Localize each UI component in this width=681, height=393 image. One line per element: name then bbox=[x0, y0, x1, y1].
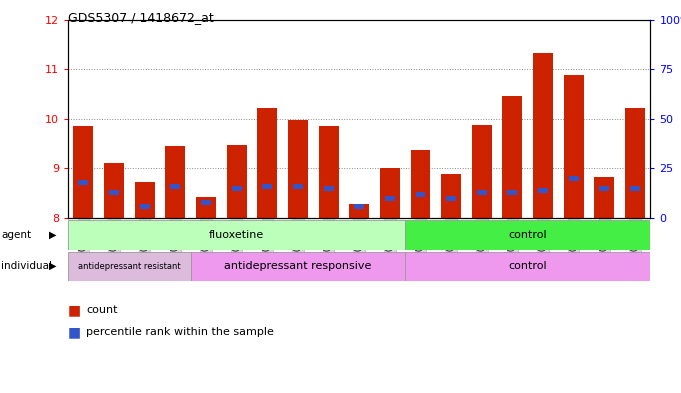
Text: control: control bbox=[509, 230, 547, 240]
Text: fluoxetine: fluoxetine bbox=[209, 230, 264, 240]
Bar bbox=[630, 186, 640, 191]
Text: antidepressant responsive: antidepressant responsive bbox=[224, 261, 372, 271]
Bar bbox=[109, 190, 119, 195]
Bar bbox=[385, 196, 395, 201]
Bar bbox=[599, 186, 609, 191]
Bar bbox=[196, 197, 216, 218]
Bar bbox=[104, 163, 124, 218]
Bar bbox=[319, 126, 338, 218]
Text: ■: ■ bbox=[68, 325, 81, 339]
Bar bbox=[68, 252, 191, 281]
Bar bbox=[595, 177, 614, 218]
Bar bbox=[68, 220, 405, 250]
Bar bbox=[293, 184, 303, 189]
Bar bbox=[74, 126, 93, 218]
Bar bbox=[78, 180, 89, 185]
Text: antidepressant resistant: antidepressant resistant bbox=[78, 262, 180, 271]
Bar bbox=[569, 176, 579, 181]
Bar bbox=[191, 252, 405, 281]
Text: control: control bbox=[509, 261, 547, 271]
Bar bbox=[354, 204, 364, 209]
Text: individual: individual bbox=[1, 261, 52, 271]
Text: agent: agent bbox=[1, 230, 31, 240]
Text: ▶: ▶ bbox=[49, 230, 57, 240]
Bar bbox=[170, 184, 180, 189]
Text: count: count bbox=[86, 305, 118, 316]
Bar bbox=[262, 184, 272, 189]
Text: ■: ■ bbox=[68, 303, 81, 318]
Bar bbox=[564, 75, 584, 218]
Bar bbox=[323, 186, 334, 191]
Bar bbox=[288, 120, 308, 218]
Bar bbox=[538, 188, 548, 193]
Bar bbox=[227, 145, 247, 218]
Bar bbox=[405, 220, 650, 250]
Bar bbox=[405, 252, 650, 281]
Bar bbox=[257, 108, 277, 218]
Bar bbox=[477, 190, 487, 195]
Bar bbox=[411, 150, 430, 218]
Bar bbox=[625, 108, 645, 218]
Bar bbox=[140, 204, 150, 209]
Bar bbox=[533, 53, 553, 218]
Bar bbox=[232, 186, 242, 191]
Text: ▶: ▶ bbox=[49, 261, 57, 271]
Bar bbox=[503, 96, 522, 218]
Text: GDS5307 / 1418672_at: GDS5307 / 1418672_at bbox=[68, 11, 214, 24]
Bar bbox=[446, 196, 456, 201]
Bar bbox=[165, 146, 185, 218]
Bar bbox=[472, 125, 492, 218]
Bar bbox=[135, 182, 155, 218]
Bar bbox=[441, 174, 461, 218]
Bar bbox=[507, 190, 518, 195]
Bar bbox=[415, 192, 426, 197]
Bar bbox=[349, 204, 369, 218]
Text: percentile rank within the sample: percentile rank within the sample bbox=[86, 327, 274, 337]
Bar bbox=[380, 167, 400, 218]
Bar bbox=[201, 200, 211, 205]
